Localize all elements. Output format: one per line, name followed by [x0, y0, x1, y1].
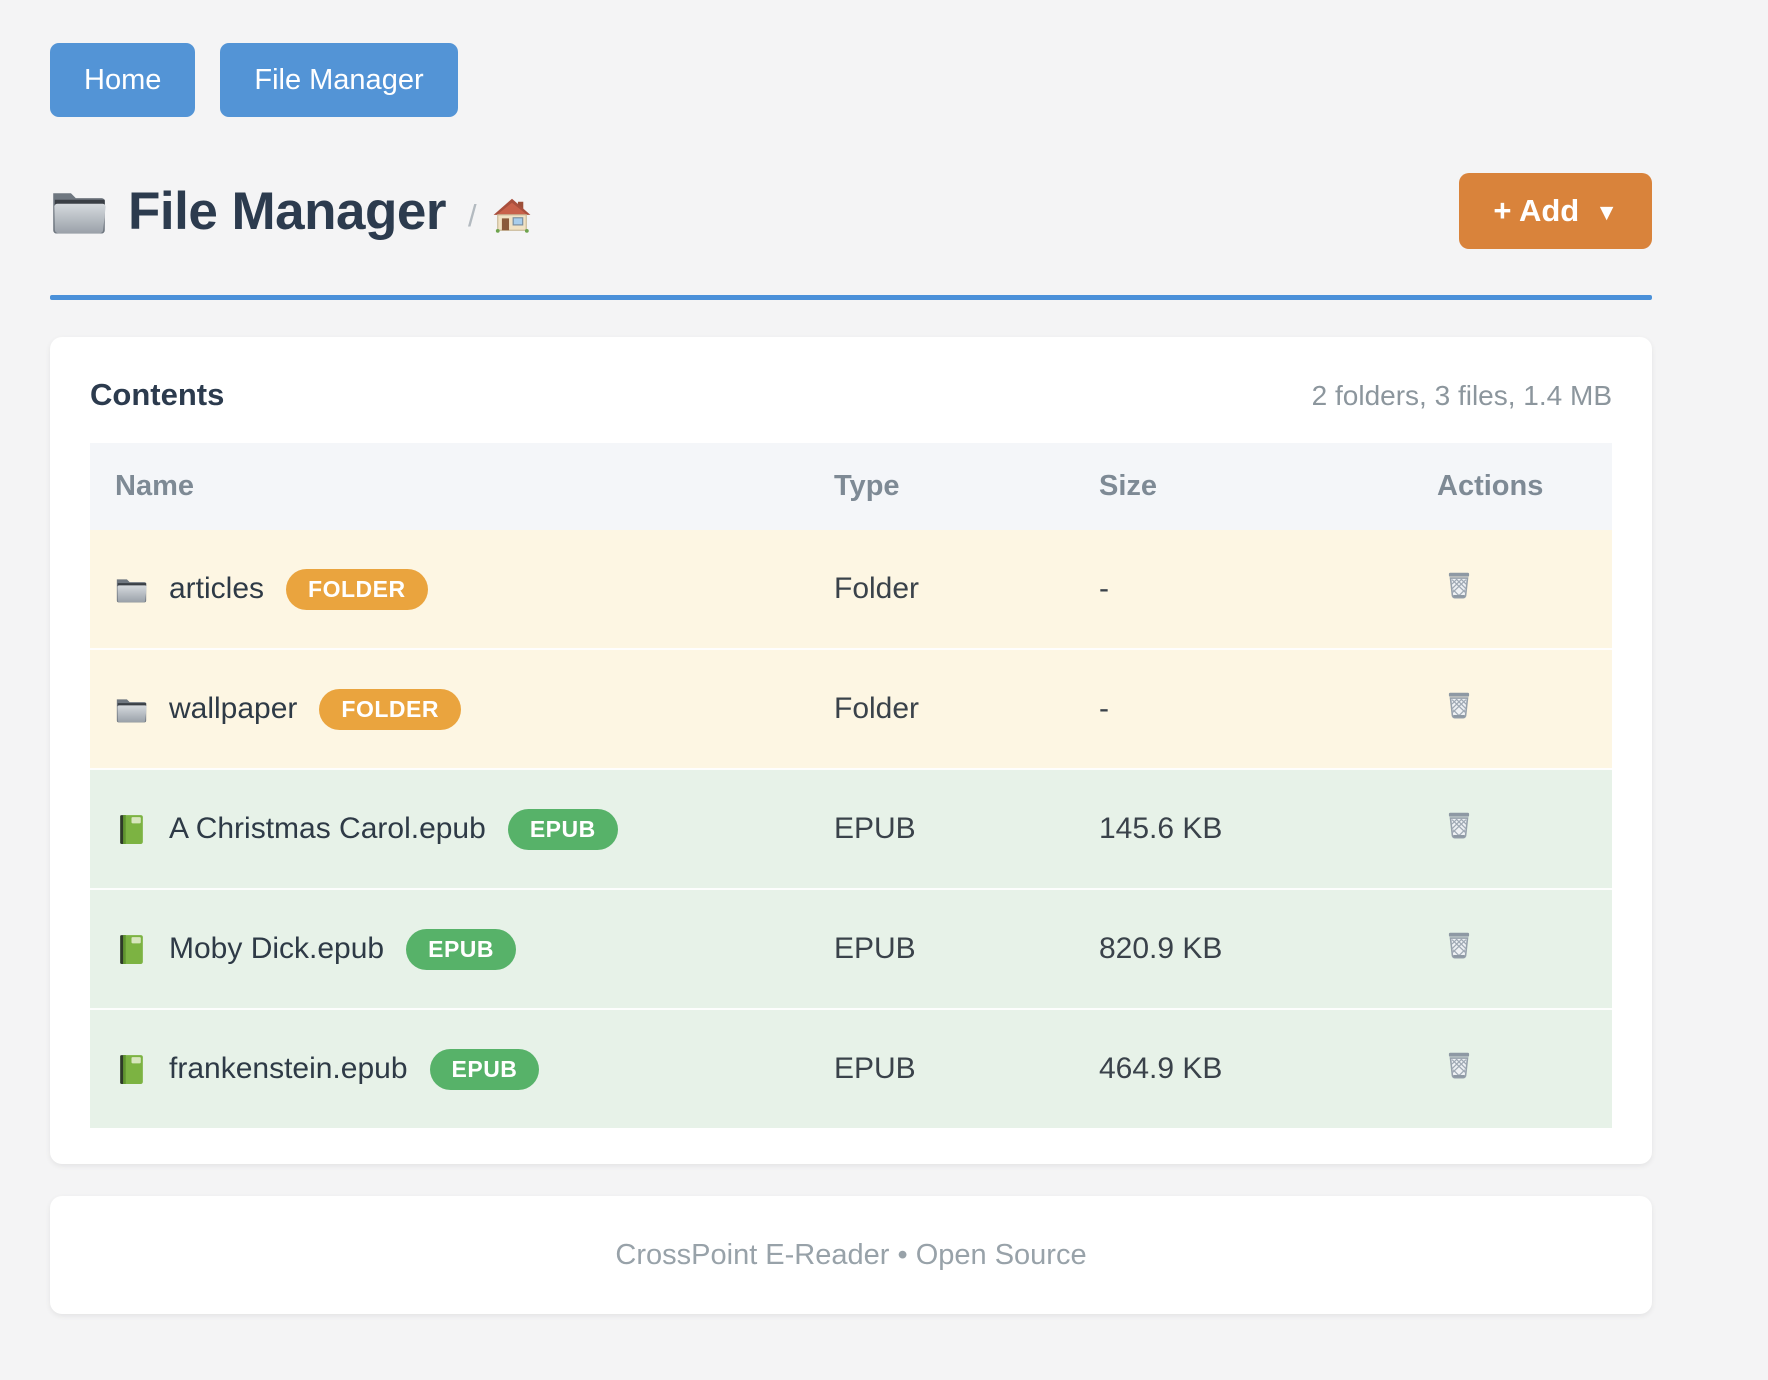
- table-body: articles FOLDER Folder - wallpaper FOLDE…: [90, 530, 1612, 1128]
- folder-icon: [50, 185, 108, 237]
- file-name[interactable]: A Christmas Carol.epub: [169, 812, 486, 845]
- contents-title: Contents: [90, 377, 225, 412]
- page-title: File Manager: [128, 181, 446, 241]
- delete-button[interactable]: [1442, 688, 1476, 722]
- top-nav: Home File Manager: [50, 43, 1652, 117]
- file-name[interactable]: articles: [169, 572, 265, 605]
- contents-summary: 2 folders, 3 files, 1.4 MB: [1311, 380, 1612, 411]
- footer: CrossPoint E-Reader • Open Source: [50, 1196, 1652, 1314]
- file-type: EPUB: [809, 1009, 1074, 1128]
- page-header: File Manager / + Add ▼: [50, 173, 1652, 249]
- file-type-badge: FOLDER: [319, 688, 461, 730]
- breadcrumb: /: [467, 198, 477, 233]
- file-name-cell: frankenstein.epub EPUB: [115, 1048, 784, 1090]
- folder-icon: [115, 573, 148, 606]
- delete-button[interactable]: [1442, 808, 1476, 842]
- file-type: EPUB: [809, 769, 1074, 890]
- trash-icon: [1442, 688, 1476, 722]
- footer-text: CrossPoint E-Reader • Open Source: [615, 1238, 1087, 1271]
- trash-icon: [1442, 928, 1476, 962]
- column-header-type: Type: [809, 443, 1074, 530]
- file-name-cell: articles FOLDER: [115, 568, 784, 610]
- trash-icon: [1442, 808, 1476, 842]
- delete-button[interactable]: [1442, 568, 1476, 602]
- page: Home File Manager File Manager / + Add ▼…: [50, 0, 1652, 1314]
- file-size: 464.9 KB: [1074, 1009, 1412, 1128]
- title-divider: [50, 295, 1652, 300]
- file-name-cell: Moby Dick.epub EPUB: [115, 928, 784, 970]
- nav-button-file-manager[interactable]: File Manager: [220, 43, 458, 117]
- file-size: -: [1074, 530, 1412, 650]
- delete-button[interactable]: [1442, 1048, 1476, 1082]
- file-size: -: [1074, 649, 1412, 770]
- file-type-badge: FOLDER: [286, 568, 428, 610]
- file-name[interactable]: frankenstein.epub: [169, 1052, 408, 1085]
- trash-icon: [1442, 568, 1476, 602]
- file-type-badge: EPUB: [406, 928, 517, 970]
- table-row[interactable]: articles FOLDER Folder -: [90, 530, 1612, 650]
- add-button-label: + Add: [1493, 193, 1580, 228]
- chevron-down-icon: ▼: [1595, 199, 1618, 225]
- folder-icon: [115, 693, 148, 726]
- home-icon[interactable]: [493, 197, 531, 235]
- contents-card: Contents 2 folders, 3 files, 1.4 MB Name…: [50, 337, 1652, 1164]
- title-group: File Manager /: [50, 181, 531, 242]
- table-row[interactable]: wallpaper FOLDER Folder -: [90, 649, 1612, 770]
- file-name[interactable]: Moby Dick.epub: [169, 932, 385, 965]
- file-table: Name Type Size Actions articles FOLDER Fold…: [90, 443, 1612, 1128]
- file-type: Folder: [809, 530, 1074, 650]
- table-row[interactable]: Moby Dick.epub EPUB EPUB 820.9 KB: [90, 889, 1612, 1010]
- column-header-size: Size: [1074, 443, 1412, 530]
- file-name-cell: A Christmas Carol.epub EPUB: [115, 808, 784, 850]
- contents-card-header: Contents 2 folders, 3 files, 1.4 MB: [90, 377, 1612, 413]
- trash-icon: [1442, 1048, 1476, 1082]
- file-type: Folder: [809, 649, 1074, 770]
- file-type-badge: EPUB: [507, 808, 618, 850]
- nav-button-home[interactable]: Home: [50, 43, 196, 117]
- file-size: 145.6 KB: [1074, 769, 1412, 890]
- table-row[interactable]: A Christmas Carol.epub EPUB EPUB 145.6 K…: [90, 769, 1612, 890]
- file-type: EPUB: [809, 889, 1074, 1010]
- table-header-row: Name Type Size Actions: [90, 443, 1612, 530]
- book-icon: [115, 813, 148, 846]
- add-button[interactable]: + Add ▼: [1459, 173, 1652, 249]
- file-name-cell: wallpaper FOLDER: [115, 688, 784, 730]
- book-icon: [115, 1053, 148, 1086]
- column-header-actions: Actions: [1412, 443, 1612, 530]
- table-row[interactable]: frankenstein.epub EPUB EPUB 464.9 KB: [90, 1009, 1612, 1128]
- file-type-badge: EPUB: [429, 1048, 540, 1090]
- file-size: 820.9 KB: [1074, 889, 1412, 1010]
- delete-button[interactable]: [1442, 928, 1476, 962]
- file-name[interactable]: wallpaper: [169, 692, 298, 725]
- column-header-name: Name: [90, 443, 809, 530]
- book-icon: [115, 933, 148, 966]
